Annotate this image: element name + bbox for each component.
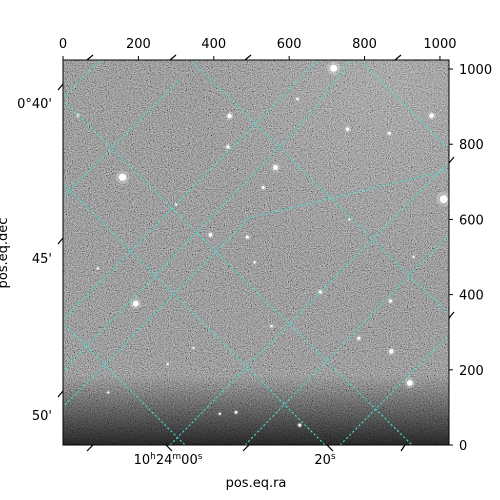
right-tick-label: 0 [459,439,467,454]
star-point [296,97,299,101]
star-point [96,267,99,270]
right-tick-label: 600 [459,213,484,228]
star-point [273,165,279,170]
dec-grid-line [63,169,449,408]
star-point [389,349,394,354]
x-axis-label: pos.eq.ra [226,476,287,491]
ra-tick-marks [86,54,406,452]
dec-grid-line [63,79,180,198]
star-point [208,233,213,237]
star-point [226,145,230,149]
star-point [348,218,351,221]
star-point [330,64,338,72]
dec-grid-line [339,334,449,445]
right-tick-label: 800 [459,138,484,153]
plot-frame [62,59,450,446]
star-point [132,300,139,307]
star-point [298,423,302,427]
right-pixel-axis: 0 200 400 600 800 1000 [449,63,492,454]
star-point [234,410,238,414]
star-point [175,203,178,206]
star-point [388,131,391,135]
dec-tick-label-2: 45' [32,252,52,267]
dec-grid-line [63,60,101,100]
star-point [218,412,221,415]
star-point [429,113,434,118]
top-tick-label: 600 [277,37,302,52]
star-point [107,391,110,394]
dec-tick-label-3: 50' [32,409,52,424]
star-point [439,195,448,204]
top-pixel-axis: 0 200 400 600 800 1000 [59,37,457,60]
star-point [118,173,127,181]
ra-grid-line [63,99,413,445]
star-point [245,235,249,239]
top-tick-label: 800 [352,37,377,52]
dec-tick-label-1: 0°40' [17,97,52,112]
star-point [166,363,169,366]
dec-grid-line [63,60,351,372]
y-axis-label: pos.eq.dec [0,218,11,289]
star-point [406,380,413,386]
top-tick-label: 0 [59,37,67,52]
ra-tick-label-2: 20s [314,452,336,468]
star-point [357,336,361,340]
star-point [227,113,232,119]
ra-grid-line [189,60,449,316]
coordinate-grid [63,60,449,445]
right-tick-label: 200 [459,364,484,379]
star-point [270,324,273,328]
star-point [192,346,195,349]
star-point [389,299,393,303]
dec-tick-marks [57,83,455,398]
star-point [412,256,415,259]
top-tick-label: 400 [201,37,226,52]
star-point [261,186,265,189]
right-tick-label: 400 [459,289,484,304]
ra-grid-line [63,182,326,445]
dec-grid-line [63,60,319,321]
ra-grid-line [359,60,449,150]
right-tick-label: 1000 [459,63,492,78]
ra-grid-line [63,322,186,445]
top-tick-label: 200 [126,37,151,52]
dec-grid-line [169,161,449,445]
sky-image [63,60,449,445]
star-point [253,261,256,264]
ra-tick-label-1: 10h24m00s [134,452,203,468]
top-tick-label: 1000 [423,37,456,52]
dec-grid-line [244,234,449,445]
star-point [345,127,350,131]
